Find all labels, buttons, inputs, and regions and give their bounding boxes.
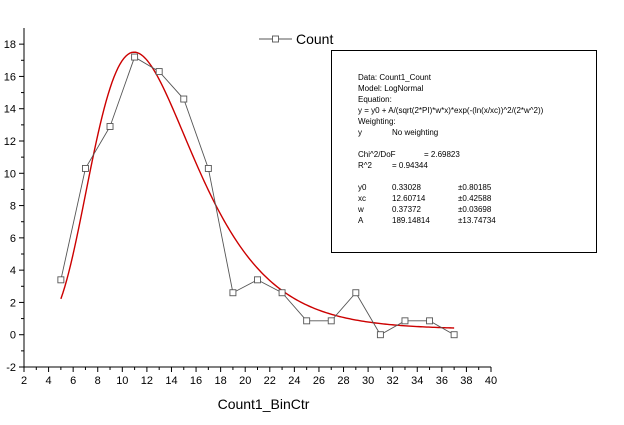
fit-weighting-row: y No weighting — [358, 127, 596, 138]
y-tick-label: 2 — [10, 297, 16, 309]
fit-param-error: ±0.80185 — [458, 183, 492, 192]
fit-chi-label: Chi^2/DoF — [358, 150, 396, 159]
x-tick-label: 14 — [165, 375, 177, 387]
legend: Count — [259, 31, 333, 47]
x-axis-ticks: 2 4 6 8 10 12 14 16 18 20 22 24 26 28 30 32 34 36 38 40 — [21, 367, 497, 387]
fit-data-line: Data: Count1_Count — [358, 73, 431, 82]
y-tick-label: 4 — [10, 265, 16, 277]
y-tick-label: 16 — [4, 71, 16, 83]
fit-param-name: w — [358, 205, 364, 214]
fit-weighting-key: y — [358, 128, 362, 137]
count-data-point — [57, 276, 65, 284]
legend-swatch-marker — [272, 35, 279, 43]
fit-model-line: Model: LogNormal — [358, 84, 424, 93]
y-tick-label: 0 — [10, 330, 16, 342]
x-tick-label: 2 — [21, 375, 27, 387]
fit-param-error: ±0.42588 — [458, 194, 492, 203]
fit-param-error: ±0.03698 — [458, 205, 492, 214]
y-tick-label: 6 — [10, 233, 16, 245]
fit-r2-label: R^2 — [358, 161, 372, 170]
fit-chi-row: Chi^2/DoF = 2.69823 — [358, 149, 596, 160]
y-axis-ticks: -2 0 2 4 6 8 10 12 14 16 18 — [4, 39, 24, 374]
fit-param-name: A — [358, 216, 364, 225]
fit-param-value: 189.14814 — [392, 216, 430, 225]
lognormal-fit-curve — [60, 51, 455, 329]
fit-r2-value: = 0.94344 — [392, 161, 428, 170]
x-tick-label: 28 — [337, 375, 349, 387]
x-tick-label: 20 — [239, 375, 251, 387]
x-tick-label: 38 — [460, 375, 472, 387]
count-data-point — [180, 95, 188, 103]
x-tick-label: 40 — [485, 375, 497, 387]
fit-spacer — [358, 171, 596, 182]
x-tick-label: 8 — [95, 375, 101, 387]
fit-equation: y = y0 + A/(sqrt(2*PI)*w*x)*exp(-(ln(x/x… — [358, 106, 544, 115]
count-data-point — [327, 317, 335, 325]
x-tick-label: 12 — [141, 375, 153, 387]
count-data-point — [131, 53, 139, 61]
x-tick-label: 32 — [387, 375, 399, 387]
x-tick-label: 30 — [362, 375, 374, 387]
y-tick-label: 8 — [10, 201, 16, 213]
x-tick-label: 16 — [190, 375, 202, 387]
x-axis-title: Count1_BinCtr — [218, 396, 310, 412]
fit-param-value: 0.37372 — [392, 205, 421, 214]
legend-label: Count — [296, 31, 333, 47]
fit-param-row: w 0.37372 ±0.03698 — [358, 204, 596, 215]
count-data-point — [426, 317, 434, 325]
y-tick-label: -2 — [6, 362, 16, 374]
count-data-point — [352, 289, 360, 297]
count-data-point — [278, 289, 286, 297]
count-series-markers — [57, 53, 458, 339]
count-data-point — [155, 68, 163, 76]
count-data-point — [376, 331, 384, 339]
fit-param-value: 0.33028 — [392, 183, 421, 192]
x-tick-label: 34 — [411, 375, 423, 387]
x-tick-label: 22 — [264, 375, 276, 387]
x-tick-label: 4 — [46, 375, 52, 387]
y-tick-label: 10 — [4, 168, 16, 180]
fit-results-box: Data: Count1_Count Model: LogNormal Equa… — [331, 50, 597, 253]
x-tick-label: 10 — [116, 375, 128, 387]
fit-weighting-label: Weighting: — [358, 117, 396, 126]
y-tick-label: 14 — [4, 104, 16, 116]
fit-param-error: ±13.74734 — [458, 216, 496, 225]
fit-param-row: xc 12.60714 ±0.42588 — [358, 193, 596, 204]
y-tick-label: 12 — [4, 136, 16, 148]
fit-r2-row: R^2 = 0.94344 — [358, 160, 596, 171]
x-tick-label: 24 — [288, 375, 300, 387]
fit-chi-value: = 2.69823 — [424, 150, 460, 159]
count-data-point — [303, 317, 311, 325]
x-tick-label: 36 — [436, 375, 448, 387]
axes: 2 4 6 8 10 12 14 16 18 20 22 24 26 28 30 32 34 36 38 40 -20… — [4, 28, 497, 387]
count-data-point — [450, 331, 458, 339]
fit-weighting-value: No weighting — [392, 128, 439, 137]
count-data-point — [254, 276, 261, 284]
count-data-point — [229, 289, 237, 297]
x-tick-label: 26 — [313, 375, 325, 387]
x-tick-label: 18 — [215, 375, 227, 387]
fit-param-row: y0 0.33028 ±0.80185 — [358, 182, 596, 193]
y-tick-label: 18 — [4, 39, 16, 51]
count-data-point — [106, 123, 114, 130]
count-data-point — [204, 164, 212, 172]
fit-param-name: y0 — [358, 183, 367, 192]
fit-equation-label: Equation: — [358, 95, 392, 104]
fit-param-value: 12.60714 — [392, 194, 426, 203]
fit-param-name: xc — [358, 194, 366, 203]
fit-param-row: A 189.14814 ±13.74734 — [358, 215, 596, 226]
x-tick-label: 6 — [70, 375, 76, 387]
count-data-point — [401, 317, 409, 325]
count-data-point — [81, 164, 89, 172]
fit-spacer — [358, 138, 596, 149]
